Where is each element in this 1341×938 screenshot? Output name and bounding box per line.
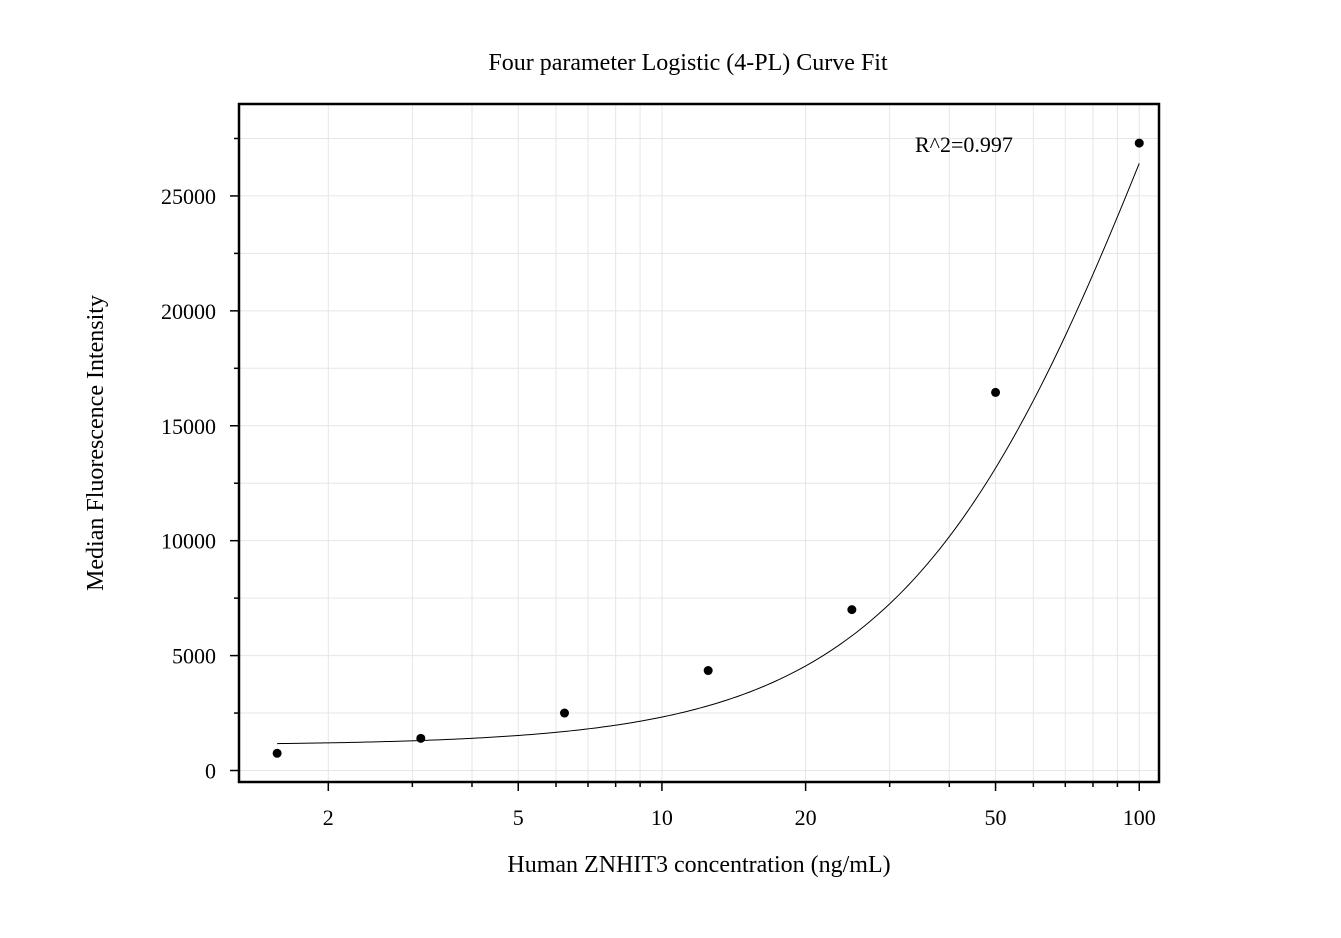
y-axis-label: Median Fluorescence Intensity	[83, 295, 109, 591]
data-point	[416, 733, 426, 743]
y-tick-label: 25000	[161, 184, 216, 209]
x-tick-label: 100	[1123, 805, 1156, 830]
r-squared-annotation: R^2=0.997	[915, 132, 1013, 157]
x-tick-label: 5	[513, 805, 524, 830]
points-layer	[272, 138, 1144, 758]
data-point	[991, 387, 1001, 397]
data-point	[703, 666, 713, 676]
fit-curve-line	[277, 163, 1140, 745]
x-tick-label: 20	[795, 805, 817, 830]
y-tick-label: 15000	[161, 414, 216, 439]
data-point	[847, 605, 857, 615]
y-tick-label: 5000	[172, 644, 216, 669]
y-tick-label: 0	[205, 759, 216, 784]
chart-title: Four parameter Logistic (4-PL) Curve Fit	[488, 50, 888, 76]
grid-layer	[239, 104, 1159, 782]
ticks-layer: 2 5 10 20 50 100 0 5000 10000 15000 20000 25000	[161, 137, 1156, 830]
plot-frame	[237, 102, 1161, 784]
data-point	[559, 708, 569, 718]
x-axis-label: Human ZNHIT3 concentration (ng/mL)	[507, 852, 890, 878]
data-point	[272, 748, 282, 758]
y-tick-label: 20000	[161, 299, 216, 324]
y-tick-label: 10000	[161, 529, 216, 554]
x-tick-label: 50	[985, 805, 1007, 830]
data-point	[1134, 138, 1144, 148]
x-tick-label: 2	[323, 805, 334, 830]
x-tick-label: 10	[651, 805, 673, 830]
curve-layer	[277, 163, 1140, 745]
